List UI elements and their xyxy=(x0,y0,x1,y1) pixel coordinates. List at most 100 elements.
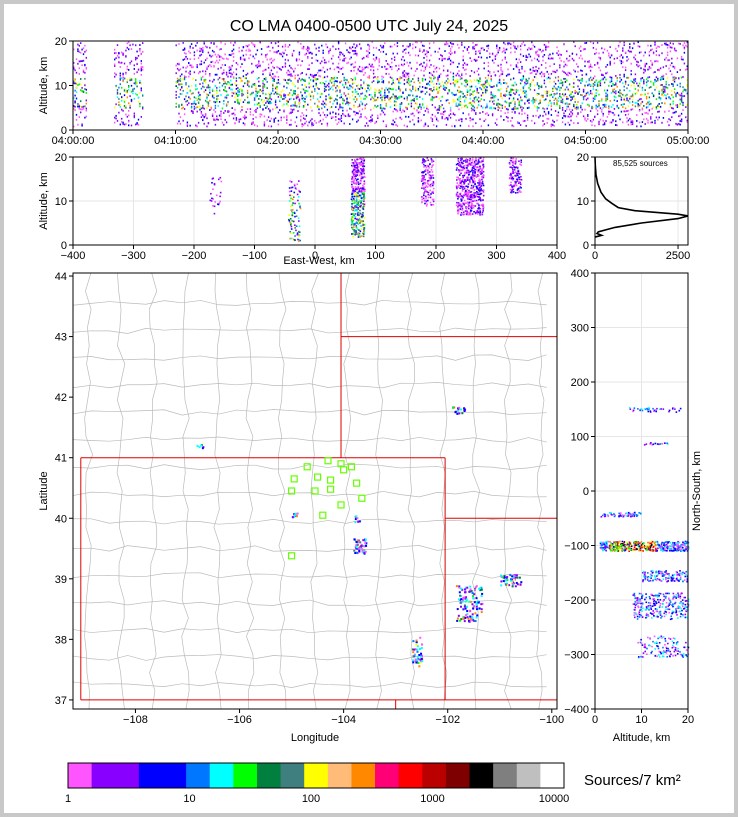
source-mark xyxy=(293,184,296,187)
source-mark xyxy=(631,98,634,101)
source-mark xyxy=(78,44,80,47)
source-mark xyxy=(459,118,462,121)
source-mark xyxy=(355,187,358,190)
source-mark xyxy=(234,113,236,116)
source-mark xyxy=(122,80,124,83)
source-mark xyxy=(476,43,478,46)
source-mark xyxy=(231,64,233,67)
source-mark xyxy=(356,98,358,101)
source-mark xyxy=(461,77,463,80)
source-mark xyxy=(186,125,189,127)
source-mark xyxy=(74,78,76,81)
source-mark xyxy=(295,59,298,62)
source-mark xyxy=(422,179,424,182)
source-mark xyxy=(419,111,421,114)
source-mark xyxy=(238,120,240,123)
source-mark xyxy=(343,99,345,102)
source-mark xyxy=(266,46,268,49)
source-mark xyxy=(594,75,596,78)
source-mark xyxy=(362,235,365,238)
source-mark xyxy=(522,77,525,80)
source-mark xyxy=(496,47,498,50)
source-mark xyxy=(469,89,471,91)
source-mark xyxy=(190,64,193,67)
source-mark xyxy=(641,93,644,96)
source-mark xyxy=(545,92,547,95)
source-mark xyxy=(354,161,357,163)
source-mark xyxy=(431,96,434,99)
source-mark xyxy=(203,115,205,118)
source-mark xyxy=(669,64,672,67)
source-mark xyxy=(521,67,523,70)
source-mark xyxy=(377,75,379,78)
source-mark xyxy=(371,118,373,121)
source-mark xyxy=(399,116,401,119)
source-mark xyxy=(568,89,571,92)
source-mark xyxy=(470,118,473,121)
source-mark xyxy=(563,89,565,92)
source-mark xyxy=(464,194,467,197)
source-mark xyxy=(412,78,414,80)
source-mark xyxy=(664,110,666,113)
source-mark xyxy=(456,191,459,194)
source-mark xyxy=(336,80,338,83)
source-mark xyxy=(202,46,204,49)
source-mark xyxy=(179,92,182,95)
source-mark xyxy=(388,87,390,90)
source-mark xyxy=(211,181,213,184)
source-mark xyxy=(231,52,233,55)
source-mark xyxy=(223,100,225,102)
source-mark xyxy=(654,119,656,122)
source-mark xyxy=(545,85,547,88)
source-mark xyxy=(414,95,417,98)
source-mark xyxy=(638,85,641,87)
source-mark xyxy=(132,92,134,95)
source-mark xyxy=(634,73,637,76)
source-mark xyxy=(525,56,527,59)
source-mark xyxy=(78,73,80,75)
source-mark xyxy=(522,76,525,79)
source-mark xyxy=(85,49,87,52)
source-mark xyxy=(666,93,669,96)
source-mark xyxy=(412,87,414,89)
source-mark xyxy=(465,63,467,66)
source-mark xyxy=(419,103,421,106)
source-mark xyxy=(360,180,362,182)
source-mark xyxy=(410,105,413,108)
source-mark xyxy=(594,96,596,99)
source-mark xyxy=(350,222,353,224)
source-mark xyxy=(312,79,315,82)
source-mark xyxy=(374,88,376,91)
source-mark xyxy=(630,73,632,76)
source-mark xyxy=(424,190,426,193)
source-mark xyxy=(661,93,663,96)
source-mark xyxy=(391,96,393,98)
source-mark xyxy=(603,103,606,106)
source-mark xyxy=(462,92,464,95)
source-mark xyxy=(200,112,203,115)
source-mark xyxy=(479,118,481,121)
source-mark xyxy=(467,195,469,198)
source-mark xyxy=(290,108,292,111)
source-mark xyxy=(196,98,198,101)
source-mark xyxy=(123,62,126,65)
source-mark xyxy=(542,73,544,75)
source-mark xyxy=(347,87,350,90)
source-mark xyxy=(298,238,301,241)
source-mark xyxy=(511,111,513,113)
source-mark xyxy=(474,161,476,163)
source-mark xyxy=(422,175,425,177)
source-mark xyxy=(634,80,637,83)
source-mark xyxy=(501,73,504,75)
source-mark xyxy=(216,115,218,118)
source-mark xyxy=(605,120,607,122)
source-mark xyxy=(296,193,299,196)
source-mark xyxy=(588,83,590,86)
source-mark xyxy=(403,124,406,127)
source-mark xyxy=(354,95,357,98)
source-mark xyxy=(421,184,424,187)
source-mark xyxy=(133,116,135,119)
source-mark xyxy=(540,85,543,87)
source-mark xyxy=(351,186,354,188)
source-mark xyxy=(475,163,477,166)
